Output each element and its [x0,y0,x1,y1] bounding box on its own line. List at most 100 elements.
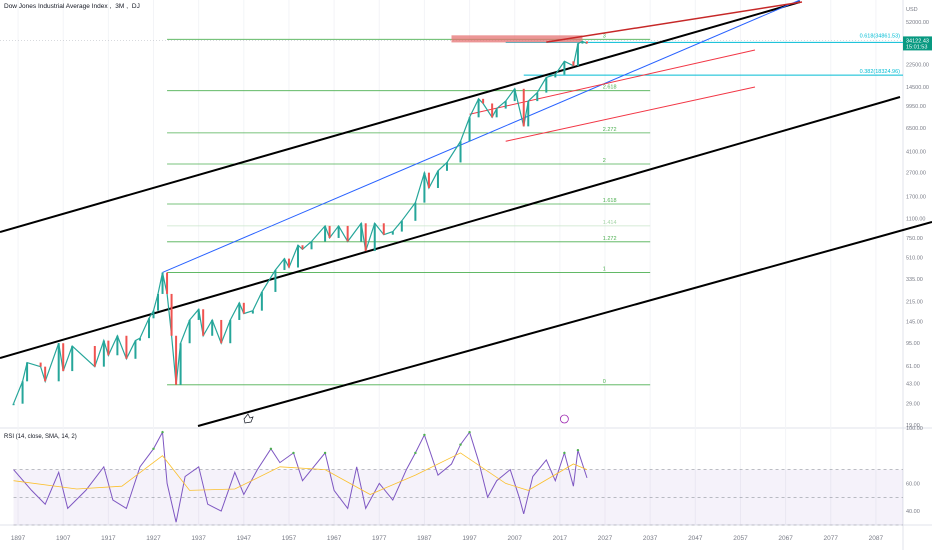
price-candle[interactable] [71,345,74,372]
price-candle[interactable] [337,225,340,238]
price-candle[interactable] [522,88,525,127]
price-candle[interactable] [310,241,313,250]
price-candle[interactable] [400,220,403,232]
price-candle[interactable] [477,98,480,118]
x-tick-label: 1907 [56,535,71,542]
exchange: DJ [131,3,140,10]
price-candle[interactable] [102,340,105,367]
price-candle[interactable] [251,310,254,314]
price-candle[interactable] [563,61,566,75]
price-candle[interactable] [328,225,331,238]
price-candle[interactable] [197,309,200,320]
price-candle[interactable] [26,362,29,382]
price-candle[interactable] [220,319,223,344]
price-candle[interactable] [324,225,327,242]
price-candle[interactable] [107,340,110,356]
trend-line-blue[interactable] [162,0,801,273]
price-candle[interactable] [161,272,164,294]
x-tick-label: 2037 [643,535,658,542]
price-candle[interactable] [138,338,141,341]
price-candle[interactable] [491,103,494,118]
price-candle[interactable] [414,202,417,221]
price-candle[interactable] [364,223,367,252]
resistance-zone[interactable] [451,35,583,43]
price-candle[interactable] [576,43,579,66]
price-candle[interactable] [202,309,205,336]
price-candle[interactable] [39,362,42,367]
price-candle[interactable] [468,117,471,142]
price-candle[interactable] [527,101,530,127]
event-marker-icon[interactable] [559,414,569,424]
price-candle[interactable] [360,223,363,242]
price-candle[interactable] [482,98,485,104]
y-tick-label: 95.00 [906,341,920,347]
last-price-tag [903,36,932,51]
price-candle[interactable] [301,245,304,250]
channel-line-middle[interactable] [0,96,901,359]
price-candle[interactable] [188,319,191,344]
price-candle[interactable] [242,302,245,314]
price-candle[interactable] [260,291,263,311]
y-tick-label: 19.00 [906,423,920,429]
price-candle[interactable] [459,141,462,163]
price-candle[interactable] [211,319,214,336]
price-candle[interactable] [175,335,178,385]
rsi-overbought-point [563,451,566,455]
price-candle[interactable] [157,293,160,311]
price-candle[interactable] [44,366,47,382]
price-candle[interactable] [283,258,286,270]
price-candle[interactable] [427,172,430,188]
price-candle[interactable] [21,381,24,404]
symbol-name: Dow Jones Industrial Average Index [4,3,108,10]
price-candle[interactable] [125,335,128,359]
price-candle[interactable] [572,61,575,66]
price-candle[interactable] [346,225,349,242]
price-candle[interactable] [179,343,182,385]
fib-level-label: 1.414 [603,220,617,226]
price-candle[interactable] [12,403,15,406]
price-candle[interactable] [382,223,385,235]
price-candle[interactable] [287,258,290,268]
price-candle[interactable] [147,318,150,339]
price-candle[interactable] [495,108,498,118]
price-candle[interactable] [134,340,137,359]
price-candle[interactable] [436,170,439,188]
price-candle[interactable] [116,335,119,356]
price-candle[interactable] [513,88,516,102]
price-candle[interactable] [585,41,588,44]
price-candle[interactable] [166,272,169,294]
trend-line-dark-red[interactable] [546,1,803,43]
x-tick-label: 2077 [824,535,839,542]
price-candle[interactable] [445,162,448,171]
price-candle[interactable] [152,310,155,319]
y-tick-label: 61.00 [906,364,920,370]
y-tick-label: 9950.00 [906,104,926,110]
price-candle[interactable] [545,77,548,93]
price-series-line[interactable] [12,40,588,404]
trend-line-red-lower[interactable] [505,86,756,142]
rsi-sma-line[interactable] [13,452,588,495]
price-candle[interactable] [93,345,96,367]
y-tick-label: 43.00 [906,382,920,388]
rsi-overbought-point [161,430,164,434]
price-candle[interactable] [391,231,394,235]
rsi-tick-label: 100.00 [906,426,923,432]
price-candle[interactable] [62,343,65,372]
trend-line-red-upper[interactable] [469,49,756,115]
price-candle[interactable] [504,101,507,109]
price-candle[interactable] [296,245,299,268]
price-candle[interactable] [274,269,277,292]
price-candle[interactable] [423,172,426,203]
price-candle[interactable] [581,41,584,44]
price-candle[interactable] [238,302,241,320]
price-candle[interactable] [373,223,376,252]
price-candle[interactable] [229,319,232,344]
price-candle[interactable] [57,343,60,382]
price-candle[interactable] [536,92,539,102]
channel-line-upper[interactable] [0,1,801,233]
price-candle[interactable] [170,293,173,336]
channel-line-lower[interactable] [197,221,932,427]
price-candle[interactable] [554,74,557,78]
